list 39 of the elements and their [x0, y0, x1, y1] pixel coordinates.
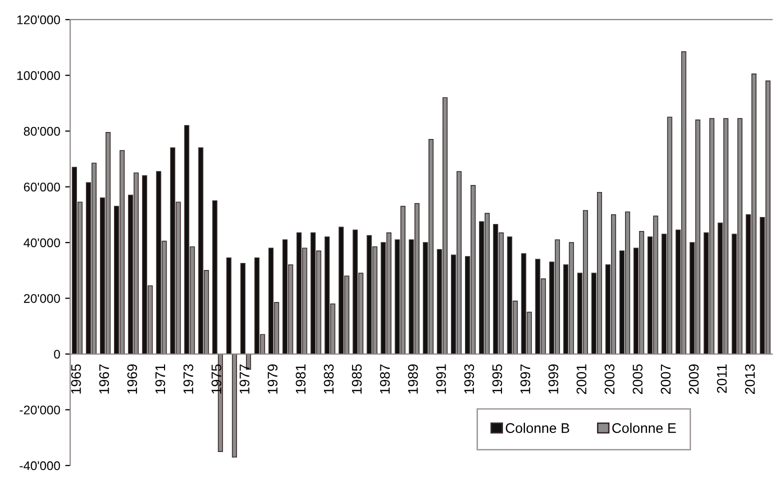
x-tick-label: 2005: [632, 364, 643, 394]
y-tick-label: -40'000: [20, 461, 60, 470]
y-tick-label: -20'000: [20, 406, 60, 414]
y-tick-label: 100'000: [17, 71, 60, 80]
bar: [240, 263, 246, 354]
y-tick-label: 0: [54, 350, 60, 359]
x-tick-label: 1985: [352, 364, 362, 394]
legend-label: Colonne E: [612, 422, 676, 434]
x-tick-label: 1967: [99, 364, 110, 394]
x-tick-label: 1971: [155, 364, 166, 394]
bar: [212, 200, 218, 354]
x-tick-label: 1987: [380, 364, 390, 394]
x-tick-label: 1965: [71, 364, 81, 394]
y-tick-label: 80'000: [24, 126, 60, 136]
legend-label: Colonne B: [506, 422, 570, 434]
x-tick-label: 1973: [183, 364, 194, 394]
y-tick-label: 40'000: [24, 238, 60, 248]
x-tick-label: 1989: [408, 364, 418, 394]
bar: [226, 257, 232, 354]
x-tick-label: 1979: [268, 364, 278, 394]
x-tick-label: 1991: [436, 364, 446, 394]
x-tick-label: 1999: [548, 364, 558, 394]
x-tick-label: 1977: [240, 364, 250, 394]
x-tick-label: 1981: [296, 364, 306, 394]
x-tick-label: 1993: [464, 364, 474, 394]
x-tick-label: 2009: [688, 364, 699, 394]
x-tick-label: 2013: [745, 364, 755, 394]
x-tick-label: 2011: [716, 364, 727, 393]
y-tick-label: 120'000: [17, 15, 60, 24]
x-tick-label: 2003: [604, 364, 614, 394]
x-tick-label: 1983: [324, 364, 334, 394]
x-tick-label: 2007: [660, 364, 671, 394]
x-tick-label: 1995: [492, 364, 502, 394]
x-tick-label: 1975: [212, 364, 222, 394]
x-tick-label: 1969: [127, 364, 138, 394]
x-tick-label: 2001: [576, 364, 586, 394]
y-tick-label: 20'000: [24, 294, 60, 303]
x-tick-label: 1997: [520, 364, 530, 394]
y-tick-label: 60'000: [24, 182, 60, 192]
